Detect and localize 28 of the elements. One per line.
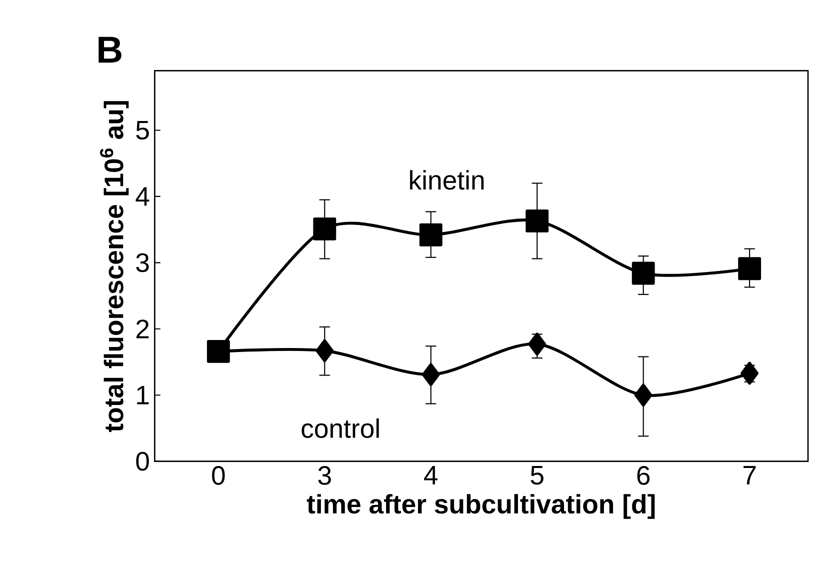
y-tick-label: 2 bbox=[136, 320, 149, 338]
point bbox=[313, 217, 336, 240]
chart-title: B bbox=[98, 36, 122, 63]
point bbox=[738, 257, 762, 280]
point bbox=[422, 363, 440, 386]
point bbox=[634, 384, 652, 407]
point bbox=[526, 209, 549, 232]
x-tick-label: 6 bbox=[637, 466, 650, 485]
y-tick-label: 1 bbox=[137, 386, 149, 404]
series-label: kinetin bbox=[410, 170, 484, 190]
point bbox=[740, 362, 759, 385]
point bbox=[206, 340, 230, 363]
y-tick-label: 5 bbox=[136, 120, 149, 140]
y-tick-label: 3 bbox=[136, 253, 149, 272]
x-tick-label: 7 bbox=[744, 466, 756, 484]
y-axis-title: total fluorescence [10$^{6}$ au] bbox=[100, 101, 129, 432]
x-tick-label: 0 bbox=[212, 466, 225, 485]
point bbox=[528, 332, 546, 356]
y-tick-label: 0 bbox=[136, 452, 149, 471]
y-tick-label: 4 bbox=[136, 187, 150, 206]
point bbox=[632, 262, 655, 285]
series-label: control bbox=[302, 418, 379, 438]
point bbox=[419, 223, 442, 246]
x-tick-label: 4 bbox=[424, 466, 438, 484]
x-axis-title: time after subcultivation [d] bbox=[306, 494, 655, 519]
point bbox=[316, 339, 334, 362]
x-tick-label: 5 bbox=[530, 466, 544, 485]
x-tick-label: 3 bbox=[318, 466, 331, 485]
